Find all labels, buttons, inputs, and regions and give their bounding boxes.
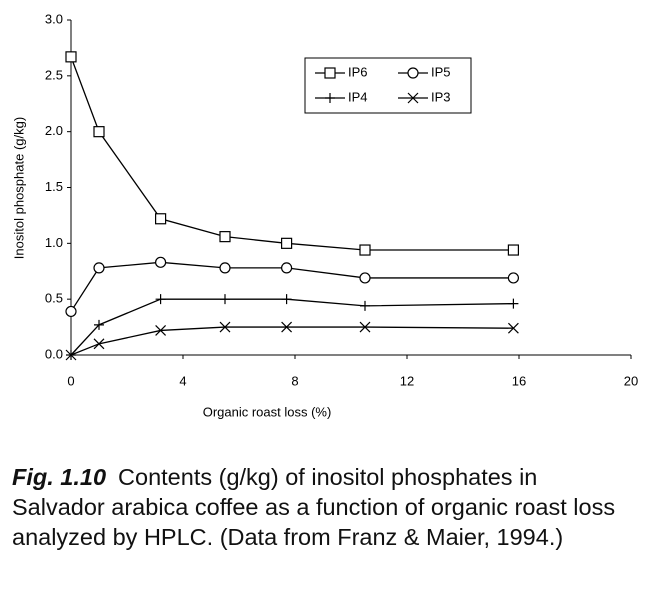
marker: [93, 262, 105, 274]
chart: Organic roast loss (%) Inositol phosphat…: [11, 11, 638, 419]
marker: [507, 244, 519, 256]
marker: [508, 298, 519, 309]
marker: [359, 244, 371, 256]
caption-text: Contents (g/kg) of inositol phosphates i…: [12, 464, 616, 550]
y-tick-label: 0.0: [45, 346, 63, 361]
marker: [155, 294, 166, 305]
y-tick-label: 2.5: [45, 67, 63, 82]
marker: [281, 262, 293, 274]
y-tick-label: 3.0: [45, 11, 63, 26]
series-line: [70, 56, 514, 251]
marker: [219, 262, 231, 274]
marker: [359, 321, 371, 333]
marker: [93, 338, 105, 350]
marker: [219, 231, 231, 243]
x-tick-label: 4: [179, 373, 186, 388]
y-tick-label: 2.0: [45, 123, 63, 138]
x-tick-label: 20: [624, 373, 638, 388]
marker: [155, 213, 167, 225]
y-tick-label: 1.5: [45, 179, 63, 194]
marker: [93, 126, 105, 138]
x-tick-label: 0: [67, 373, 74, 388]
y-axis-label: Inositol phosphate (g/kg): [11, 117, 26, 259]
marker: [507, 322, 519, 334]
y-tick-label: 1.0: [45, 235, 63, 250]
x-axis-label: Organic roast loss (%): [203, 404, 332, 419]
marker: [407, 92, 419, 104]
marker: [359, 272, 371, 284]
marker: [324, 67, 336, 79]
marker: [325, 93, 335, 103]
marker: [219, 321, 231, 333]
legend-label: IP6: [348, 64, 368, 79]
marker: [65, 51, 77, 63]
marker: [407, 67, 419, 79]
marker: [65, 349, 77, 361]
x-tick-label: 8: [291, 373, 298, 388]
y-tick-label: 0.5: [45, 291, 63, 306]
caption: Fig. 1.10 Contents (g/kg) of inositol pho…: [12, 462, 632, 552]
marker: [94, 319, 104, 330]
legend-box: [304, 57, 472, 114]
series-line: [70, 326, 514, 356]
legend-label: IP5: [431, 64, 451, 79]
marker: [155, 325, 167, 336]
x-tick-label: 16: [512, 373, 526, 388]
marker: [360, 300, 370, 311]
x-tick-label: 12: [400, 373, 414, 388]
legend-label: IP4: [348, 89, 368, 104]
caption-label: Fig. 1.10: [12, 464, 107, 490]
marker: [281, 321, 293, 333]
marker: [281, 237, 293, 249]
marker: [281, 294, 292, 305]
marker: [220, 294, 230, 305]
legend-label: IP3: [431, 89, 451, 104]
marker: [155, 256, 167, 268]
marker: [507, 272, 520, 284]
marker: [65, 305, 77, 318]
